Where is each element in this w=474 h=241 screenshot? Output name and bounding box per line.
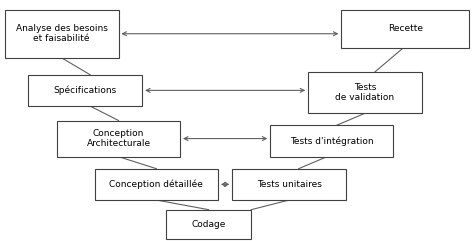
Text: Tests d'intégration: Tests d'intégration [290,136,374,146]
FancyBboxPatch shape [341,10,469,48]
FancyBboxPatch shape [28,75,142,106]
FancyBboxPatch shape [95,169,218,200]
FancyBboxPatch shape [308,72,422,113]
Text: Analyse des besoins
et faisabilité: Analyse des besoins et faisabilité [16,24,108,43]
Text: Codage: Codage [191,220,226,229]
FancyBboxPatch shape [232,169,346,200]
FancyBboxPatch shape [5,10,118,58]
FancyBboxPatch shape [166,210,251,239]
Text: Tests
de validation: Tests de validation [336,83,394,102]
FancyBboxPatch shape [270,125,393,157]
Text: Recette: Recette [388,24,423,33]
Text: Conception
Architecturale: Conception Architecturale [86,129,151,148]
Text: Conception détaillée: Conception détaillée [109,180,203,189]
Text: Spécifications: Spécifications [54,86,117,95]
Text: Tests unitaires: Tests unitaires [257,180,321,189]
FancyBboxPatch shape [57,120,180,157]
